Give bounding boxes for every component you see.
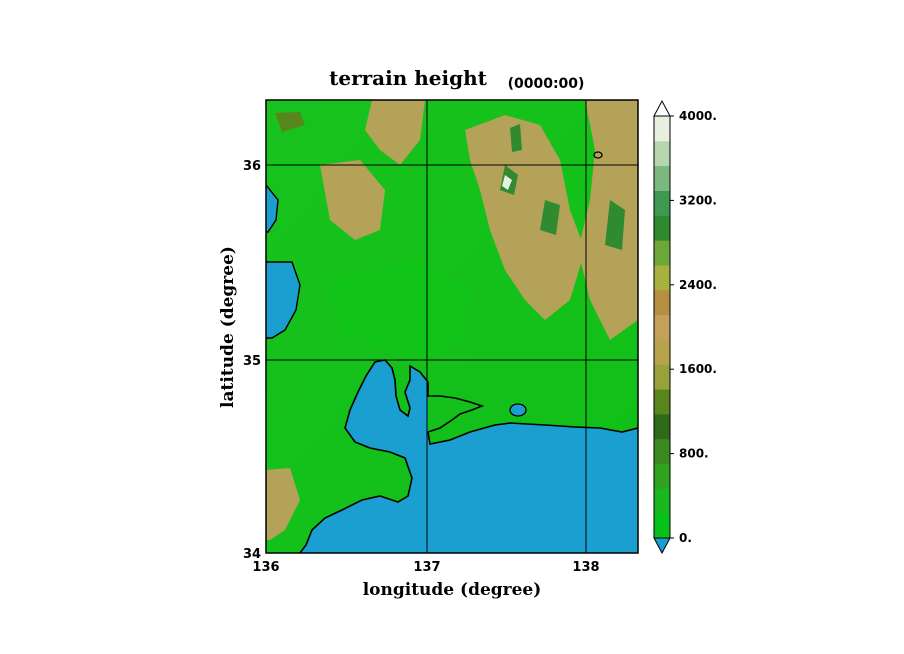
lake-outline — [266, 261, 301, 339]
colorbar-tick-label: 3200. — [679, 193, 717, 207]
peninsula-land — [428, 394, 484, 432]
lowland-plain — [330, 260, 470, 360]
chart-title: terrain height — [329, 66, 487, 90]
colorbar-segment — [654, 339, 670, 365]
colorbar-segment — [654, 438, 670, 465]
colorbar-segment — [654, 364, 670, 390]
colorbar-tick-label: 2400. — [679, 278, 717, 292]
colorbar-segment — [654, 190, 670, 216]
colorbar: 0. 800. 1600. 2400. 3200. 4000. — [653, 99, 717, 555]
colorbar-segment — [654, 389, 670, 415]
island — [509, 403, 527, 417]
colorbar-ticks: 0. 800. 1600. 2400. 3200. 4000. — [670, 109, 717, 545]
colorbar-segment — [654, 116, 670, 142]
colorbar-segment — [654, 165, 670, 191]
colorbar-tick-label: 1600. — [679, 362, 717, 376]
colorbar-segment — [654, 463, 670, 489]
terrain-map — [266, 100, 638, 553]
coastline — [299, 359, 638, 553]
colorbar-segments — [654, 116, 670, 539]
west-bay-outline — [266, 184, 279, 233]
colorbar-over-triangle — [653, 99, 671, 117]
y-tick-35: 35 — [243, 354, 261, 369]
map-grid — [266, 100, 638, 553]
colorbar-segment — [654, 413, 670, 440]
colorbar-segment — [654, 513, 670, 539]
colorbar-segment — [654, 140, 670, 167]
colorbar-segment — [654, 264, 670, 291]
colorbar-tick-label: 0. — [679, 531, 692, 545]
y-tick-36: 36 — [243, 159, 261, 174]
colorbar-tick-label: 800. — [679, 447, 709, 461]
y-tick-34: 34 — [243, 547, 261, 562]
colorbar-segment — [654, 240, 670, 266]
x-tick-136: 136 — [252, 560, 279, 575]
lake-small — [593, 151, 603, 159]
colorbar-under-triangle — [653, 537, 671, 555]
lake — [266, 262, 300, 338]
mountain-areas — [266, 100, 638, 540]
axis-ticks — [265, 164, 587, 554]
x-tick-137: 137 — [413, 560, 440, 575]
x-axis-label: longitude (degree) — [363, 580, 542, 600]
x-tick-138: 138 — [572, 560, 599, 575]
colorbar-segment — [654, 488, 670, 514]
y-axis-label: latitude (degree) — [218, 246, 238, 408]
colorbar-segment — [654, 314, 670, 340]
plot-frame — [265, 99, 639, 554]
colorbar-tick-label: 4000. — [679, 109, 717, 123]
colorbar-segment — [654, 289, 670, 316]
colorbar-segment — [654, 215, 670, 241]
chart-subtitle: (0000:00) — [508, 76, 585, 92]
colorbar-frame — [653, 115, 671, 539]
